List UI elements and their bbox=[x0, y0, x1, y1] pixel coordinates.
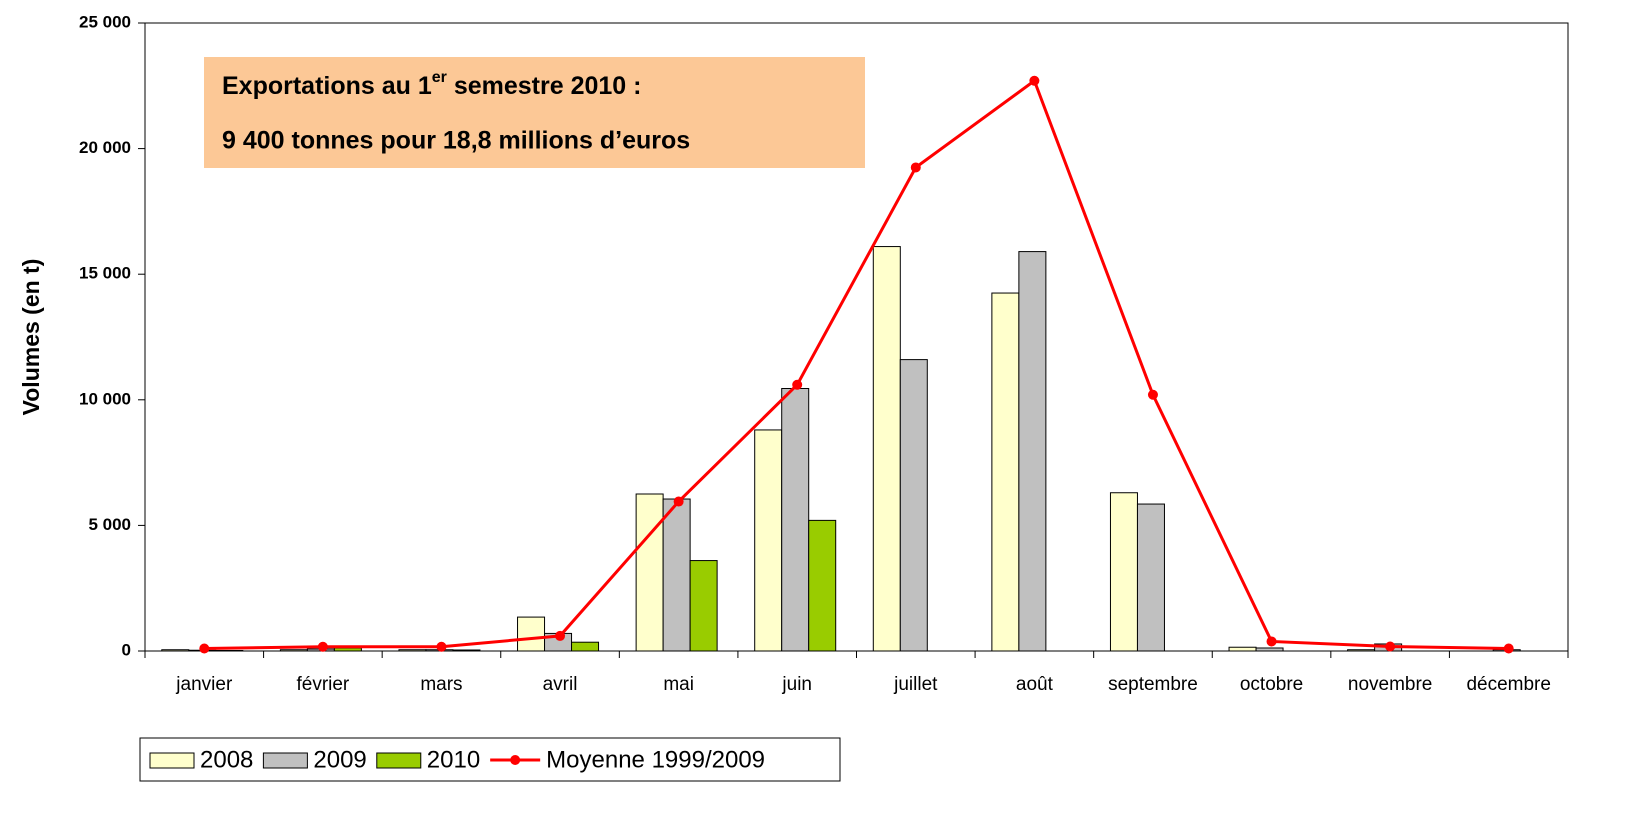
x-tick-label: janvier bbox=[175, 674, 233, 695]
x-tick-label: décembre bbox=[1466, 674, 1551, 695]
bar bbox=[215, 649, 244, 652]
marker bbox=[317, 641, 328, 652]
marker bbox=[1029, 75, 1040, 86]
bar bbox=[689, 560, 718, 652]
legend-label: 2009 bbox=[313, 746, 366, 773]
annotation-text: semestre 2010 : bbox=[447, 72, 642, 100]
y-tick-label: 25 000 bbox=[79, 12, 131, 31]
bar bbox=[452, 649, 481, 652]
bar bbox=[808, 519, 837, 652]
x-tick-label: juin bbox=[781, 674, 812, 695]
bar bbox=[279, 649, 308, 652]
y-tick-label: 15 000 bbox=[79, 264, 131, 283]
legend-label: 2010 bbox=[427, 746, 480, 773]
x-tick-label: novembre bbox=[1348, 674, 1433, 695]
x-tick-label: août bbox=[1016, 674, 1054, 695]
y-tick-label: 20 000 bbox=[79, 138, 131, 157]
bar bbox=[1109, 492, 1138, 652]
legend-label: 2008 bbox=[200, 746, 253, 773]
bar bbox=[899, 359, 928, 652]
bar bbox=[872, 246, 901, 652]
legend bbox=[139, 737, 841, 782]
marker bbox=[199, 643, 210, 654]
x-tick-label: mars bbox=[420, 674, 462, 695]
x-tick-label: septembre bbox=[1108, 674, 1198, 695]
bar bbox=[662, 498, 691, 652]
marker bbox=[1385, 641, 1396, 652]
bar bbox=[781, 387, 810, 652]
bar bbox=[1255, 647, 1284, 652]
bar bbox=[1018, 251, 1047, 652]
bar bbox=[517, 616, 546, 652]
marker bbox=[1147, 389, 1158, 400]
marker bbox=[1503, 643, 1514, 654]
annotation-box bbox=[204, 57, 865, 168]
x-tick-label: février bbox=[296, 674, 349, 695]
bar bbox=[754, 429, 783, 652]
marker bbox=[436, 641, 447, 652]
x-tick-label: avril bbox=[543, 674, 578, 695]
annotation-line1: Exportations au 1er semestre 2010 : bbox=[222, 69, 641, 99]
annotation-sup: er bbox=[432, 69, 447, 86]
marker bbox=[1266, 636, 1277, 647]
legend-label: Moyenne 1999/2009 bbox=[546, 746, 765, 773]
bar bbox=[635, 493, 664, 652]
legend-swatch bbox=[149, 752, 195, 769]
bar bbox=[571, 641, 600, 652]
bar bbox=[333, 647, 362, 652]
line bbox=[204, 78, 1509, 650]
bar bbox=[1347, 649, 1376, 652]
legend-swatch bbox=[262, 752, 308, 769]
legend-marker bbox=[510, 755, 521, 765]
bar bbox=[398, 649, 427, 652]
marker bbox=[910, 162, 921, 173]
x-tick-label: octobre bbox=[1240, 674, 1303, 695]
marker bbox=[555, 630, 566, 641]
marker bbox=[792, 379, 803, 390]
y-tick-label: 10 000 bbox=[79, 389, 131, 408]
y-tick-label: 5 000 bbox=[88, 515, 131, 534]
bar bbox=[1228, 646, 1257, 652]
x-tick-label: mai bbox=[663, 674, 694, 695]
bar bbox=[1136, 503, 1165, 652]
legend-swatch bbox=[376, 752, 422, 769]
x-tick-label: juillet bbox=[893, 674, 938, 695]
bar bbox=[991, 292, 1020, 652]
annotation-line2: 9 400 tonnes pour 18,8 millions d’euros bbox=[222, 127, 690, 155]
y-axis-label: Volumes (en t) bbox=[18, 259, 44, 416]
bar bbox=[161, 649, 190, 652]
annotation-text: Exportations au 1 bbox=[222, 72, 432, 100]
y-tick-label: 0 bbox=[122, 640, 131, 659]
marker bbox=[673, 496, 684, 507]
